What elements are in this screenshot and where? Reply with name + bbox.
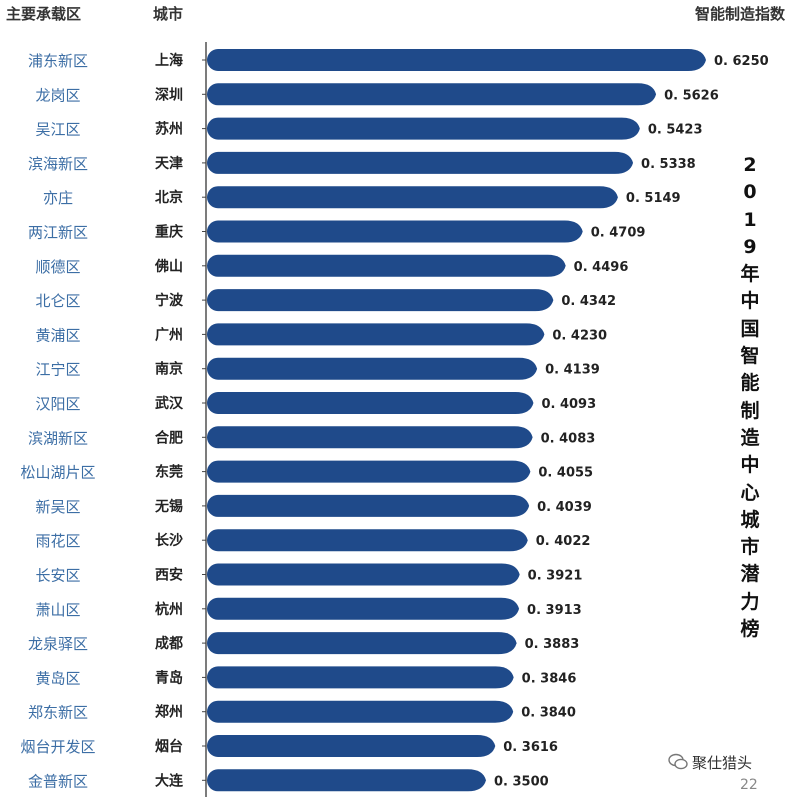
city-label: 南京 [155,361,183,378]
value-label: 0. 3883 [525,637,580,652]
value-label: 0. 5338 [641,157,696,172]
value-label: 0. 3913 [527,603,582,618]
value-label: 0. 4709 [591,226,646,241]
bar [207,460,531,483]
city-label: 合肥 [155,429,183,446]
zone-label: 郑东新区 [28,704,88,722]
value-label: 0. 4230 [552,328,607,343]
value-label: 0. 4083 [541,431,596,446]
zone-label: 滨湖新区 [28,429,88,447]
bar [207,563,520,586]
city-label: 成都 [155,635,183,652]
value-label: 0. 5149 [626,191,681,206]
bar [207,220,583,243]
bar [206,117,640,140]
city-label: 青岛 [155,669,183,686]
zone-label: 长安区 [35,567,80,585]
bar [207,83,657,106]
value-label: 0. 3921 [528,569,583,584]
zone-label: 汉阳区 [35,395,80,413]
bar [207,597,520,620]
city-label: 烟台 [155,738,183,755]
zone-column-header: 主要承载区 [6,5,82,23]
zone-label: 江宁区 [35,361,80,379]
city-label: 无锡 [154,498,183,515]
bar [207,666,514,689]
value-label: 0. 3500 [494,774,549,789]
bar [207,323,545,346]
city-label: 西安 [155,567,183,584]
value-label: 0. 6250 [714,54,769,69]
bar [207,151,634,174]
value-label: 0. 3616 [503,740,558,755]
zone-label: 北仑区 [35,292,80,310]
bar [207,186,618,209]
bar [207,426,533,449]
zone-label: 吴江区 [35,121,80,139]
city-label: 长沙 [155,532,183,549]
city-label: 上海 [155,52,183,69]
city-label: 深圳 [155,86,183,103]
zone-label: 亦庄 [43,189,73,207]
watermark-text: 聚仕猎头 [692,754,753,772]
bar [207,529,528,552]
value-label: 0. 4093 [541,397,596,412]
bar [207,289,554,312]
bar [207,392,534,414]
city-label: 大连 [155,772,184,789]
value-label: 0. 4055 [538,466,593,481]
zone-label: 龙岗区 [35,86,80,104]
value-label: 0. 4139 [545,363,600,378]
city-label: 北京 [155,189,183,206]
zone-label: 金普新区 [28,772,88,790]
zone-label: 滨海新区 [28,155,88,173]
page-number: 22 [740,777,758,793]
city-label: 广州 [155,326,183,343]
zone-label: 雨花区 [35,532,80,550]
zone-label: 顺德区 [35,258,80,276]
bar [207,769,486,792]
value-label: 0. 5423 [648,123,703,138]
zone-label: 松山湖片区 [20,464,95,482]
zone-label: 两江新区 [28,224,88,242]
value-label: 0. 4022 [536,534,591,549]
city-label: 佛山 [154,258,183,275]
vertical-title: 2019年中国智能制造中心城市潜力榜 [740,154,760,641]
value-label: 0. 4342 [561,294,616,309]
zone-label: 新吴区 [35,498,80,516]
bar [207,49,706,71]
city-label: 苏州 [155,121,183,138]
bar [207,735,496,757]
bar [207,632,517,655]
bar [207,357,538,380]
city-label: 重庆 [155,224,183,241]
index-column-header: 智能制造指数 [694,5,785,23]
city-label: 杭州 [155,601,183,618]
city-label: 东莞 [155,464,183,481]
city-label: 武汉 [155,395,184,412]
value-label: 0. 4496 [574,260,629,275]
zone-label: 烟台开发区 [20,738,95,756]
zone-label: 黄岛区 [35,669,80,687]
value-label: 0. 4039 [537,500,592,515]
bar [207,254,566,277]
city-label: 郑州 [155,704,183,721]
city-label: 天津 [155,155,183,172]
city-label: 宁波 [155,292,184,309]
watermark: 聚仕猎头 [668,752,752,775]
wechat-icon [668,753,688,775]
bar [207,700,514,723]
bar [207,494,530,517]
city-column-header: 城市 [153,5,184,23]
value-label: 0. 5626 [664,88,719,103]
value-label: 0. 3840 [521,706,576,721]
zone-label: 萧山区 [35,601,80,619]
value-label: 0. 3846 [522,671,577,686]
zone-label: 浦东新区 [28,52,88,70]
zone-label: 龙泉驿区 [28,635,88,653]
zone-label: 黄浦区 [35,326,80,344]
